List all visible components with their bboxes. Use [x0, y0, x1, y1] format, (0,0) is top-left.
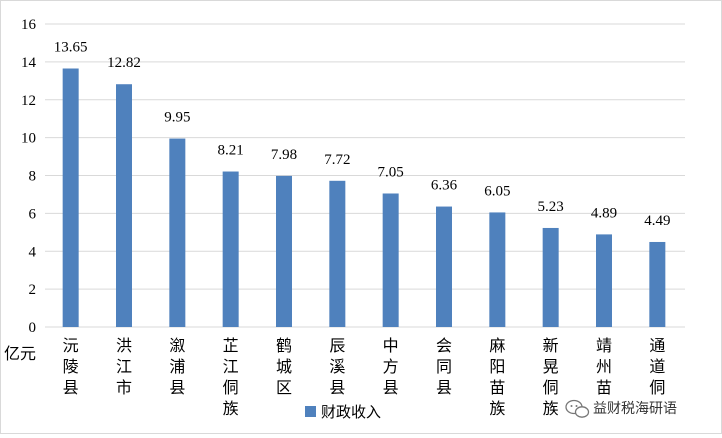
bar [542, 227, 559, 327]
data-label: 6.36 [431, 178, 458, 194]
y-tick-label: 6 [29, 206, 37, 222]
legend-swatch [305, 406, 316, 417]
x-axis-categories: 沅陵县 洪江市 溆浦县 芷江侗族 鹤城区 辰溪县 中方县 会同县 麻阳苗族 新晃侗族 靖州苗 通道侗 [63, 337, 666, 418]
category-label: 会同县 [436, 337, 452, 397]
data-label: 7.98 [271, 147, 297, 163]
watermark: 益财税海研语 [565, 399, 677, 418]
data-labels: 13.65 12.82 9.95 8.21 7.98 7.72 7.05 6.36 6.05 5.… [54, 40, 671, 229]
y-tick-label: 16 [21, 17, 37, 33]
data-label: 9.95 [164, 110, 190, 126]
y-tick-label: 2 [29, 282, 37, 298]
category-label: 鹤城区 [276, 337, 292, 397]
bar [436, 206, 452, 327]
data-label: 12.82 [107, 55, 141, 71]
y-axis-ticks: 0 2 4 6 8 10 12 14 16 [21, 17, 37, 336]
bar [169, 138, 186, 327]
category-label: 通道侗 [649, 337, 665, 397]
watermark-text: 益财税海研语 [593, 401, 677, 417]
bar [596, 234, 612, 327]
bar [649, 241, 666, 327]
wechat-icon [565, 399, 590, 418]
bar [382, 193, 399, 327]
category-label: 沅陵县 [63, 337, 79, 397]
category-label: 洪江市 [116, 337, 132, 397]
bar [329, 180, 346, 327]
category-label: 麻阳苗族 [489, 337, 505, 418]
data-label: 13.65 [54, 40, 88, 56]
data-label: 8.21 [218, 143, 244, 159]
bar [116, 84, 132, 327]
data-label: 6.05 [484, 183, 510, 199]
data-label: 7.05 [378, 164, 404, 180]
y-tick-label: 8 [29, 169, 37, 185]
category-label: 中方县 [383, 337, 399, 397]
y-tick-label: 12 [21, 93, 36, 109]
bar [489, 212, 506, 327]
category-label: 靖州苗 [596, 337, 612, 397]
y-tick-label: 10 [21, 131, 36, 147]
category-label: 芷江侗族 [223, 337, 239, 418]
y-tick-label: 0 [29, 320, 37, 336]
bar [276, 175, 292, 327]
data-label: 4.49 [644, 213, 670, 229]
bar [222, 171, 239, 327]
bars [62, 68, 666, 328]
bar [62, 68, 79, 328]
data-label: 5.23 [538, 199, 564, 215]
grid-lines [45, 23, 685, 328]
legend: 财政收入 [305, 404, 381, 421]
category-label: 溆浦县 [169, 337, 185, 397]
category-label: 辰溪县 [329, 338, 345, 397]
unit-label: 亿元 [4, 345, 36, 363]
data-label: 4.89 [591, 205, 617, 221]
data-label: 7.72 [324, 152, 350, 168]
y-tick-label: 4 [29, 244, 37, 260]
y-tick-label: 14 [21, 55, 37, 71]
legend-label: 财政收入 [321, 404, 381, 421]
category-label: 新晃侗族 [543, 337, 559, 418]
